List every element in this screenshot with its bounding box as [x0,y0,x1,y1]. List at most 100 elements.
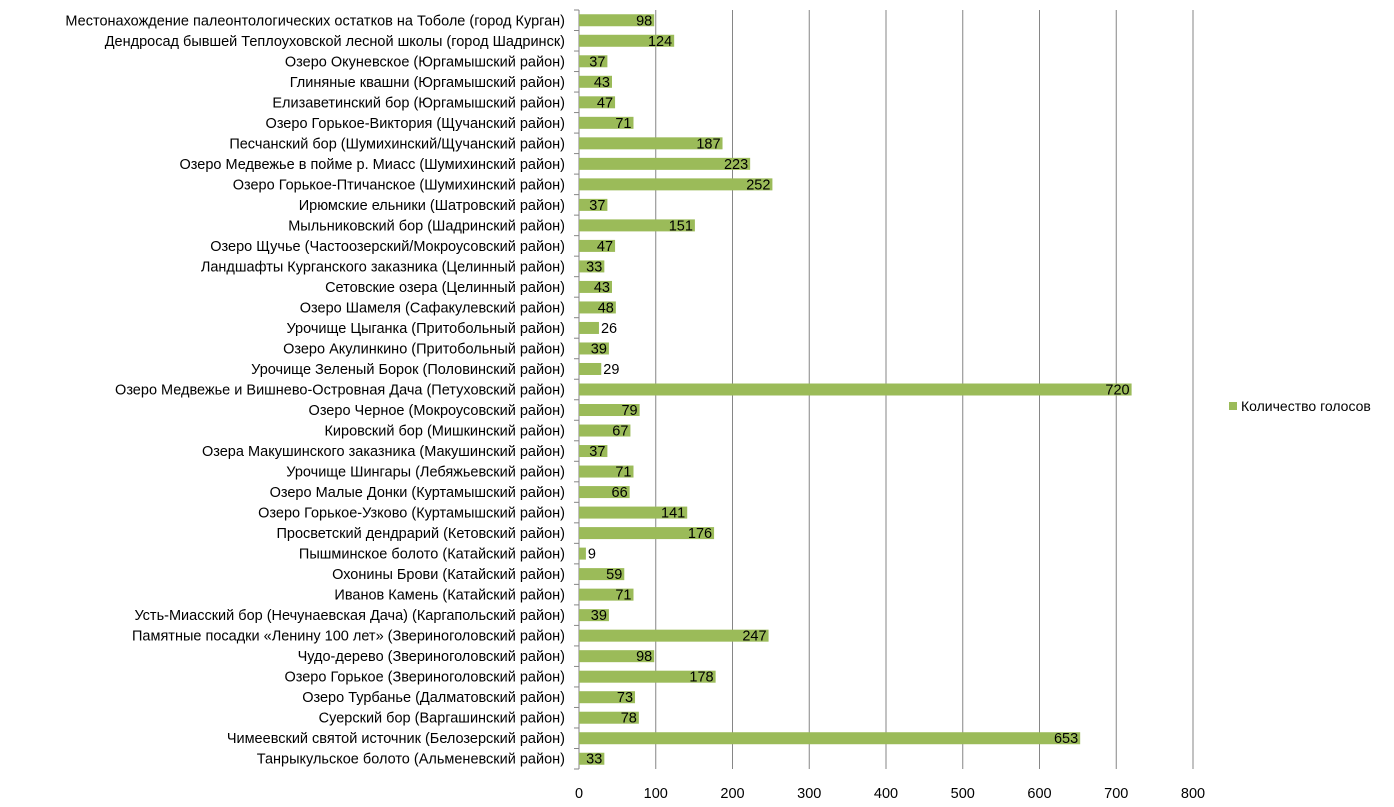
category-label: Озеро Шамеля (Сафакулевский район) [300,300,565,316]
bar [579,445,608,458]
legend: Количество голосов [1229,398,1371,414]
value-label: 247 [742,629,766,645]
legend-label: Количество голосов [1241,398,1371,414]
category-label: Просветский дендрарий (Кетовский район) [276,526,565,542]
bar [579,629,769,642]
bar [579,137,723,150]
category-label: Озеро Черное (Мокроусовский район) [309,403,565,419]
category-label: Суерский бор (Варгашинский район) [319,711,565,727]
value-label: 71 [615,465,631,481]
x-tick-label: 800 [1181,786,1205,802]
value-label: 33 [586,752,602,768]
value-label: 9 [588,547,596,563]
category-label: Озера Макушинского заказника (Макушински… [202,444,565,460]
value-label: 151 [669,218,693,234]
x-tick-label: 200 [720,786,744,802]
bar [579,691,636,704]
category-label: Озеро Горькое (Звериноголовский район) [284,670,565,686]
bar [579,547,586,560]
category-label: Охонины Брови (Катайский район) [332,567,565,583]
bar [579,280,613,293]
bar [579,588,634,601]
x-tick-label: 500 [951,786,975,802]
bar [579,670,716,683]
bar [579,527,715,540]
bar [579,157,751,170]
bar [579,424,631,437]
bar [579,321,599,334]
category-label: Елизаветинский бор (Юргамышский район) [272,95,565,111]
value-label: 39 [591,608,607,624]
bar [579,568,625,581]
value-label: 176 [688,526,712,542]
category-label: Урочище Цыганка (Притобольный район) [286,321,565,337]
value-label: 47 [597,239,613,255]
value-label: 98 [636,13,652,29]
category-label: Памятные посадки «Ленину 100 лет» (Звери… [132,629,565,645]
bar [579,116,634,129]
value-label: 33 [586,259,602,275]
category-label: Озеро Турбанье (Далматовский район) [302,690,565,706]
category-label: Озеро Медвежье и Вишнево-Островная Дача … [115,383,565,399]
x-axis-ticks: 0 100 200 300 400 500 600 700 800 [575,786,1205,802]
value-label: 720 [1105,383,1129,399]
value-label: 39 [591,341,607,357]
x-tick-label: 100 [644,786,668,802]
category-label: Озеро Медвежье в пойме р. Миасс (Шумихин… [179,157,565,173]
value-label: 71 [615,588,631,604]
value-label: 141 [661,506,685,522]
category-label: Ирюмские ельники (Шатровский район) [299,198,565,214]
bar [579,383,1132,396]
bar [579,239,616,252]
value-labels: 9812437434771187223252371514733434826392… [586,13,1129,767]
bars [579,14,1132,765]
value-label: 67 [612,424,628,440]
category-label: Озеро Малые Донки (Куртамышский район) [270,485,565,501]
category-labels: Местонахождение палеонтологических остат… [65,13,565,767]
category-label: Танрыкульское болото (Альменевский район… [257,752,565,768]
category-label: Мыльниковский бор (Шадринский район) [288,218,565,234]
bar [579,14,655,27]
bar [579,260,605,273]
value-label: 59 [606,567,622,583]
value-label: 252 [746,177,770,193]
category-label: Песчанский бор (Шумихинский/Щучанский ра… [229,136,565,152]
value-label: 37 [589,444,605,460]
value-label: 79 [621,403,637,419]
category-label: Дендросад бывшей Теплоуховской лесной шк… [105,34,565,50]
value-label: 178 [689,670,713,686]
x-tick-label: 600 [1027,786,1051,802]
bar [579,711,639,724]
bar [579,650,655,663]
bar [579,75,613,88]
category-label: Озеро Горькое-Виктория (Щучанский район) [266,116,565,132]
value-label: 66 [612,485,628,501]
category-label: Иванов Камень (Катайский район) [334,588,565,604]
bar [579,342,609,355]
value-label: 187 [696,136,720,152]
bar [579,96,616,109]
value-label: 26 [601,321,617,337]
value-label: 73 [617,690,633,706]
legend-swatch [1229,402,1237,410]
bar [579,362,602,375]
bar [579,465,634,478]
bar [579,506,688,519]
category-label: Пышминское болото (Катайский район) [299,547,565,563]
category-label: Озеро Щучье (Частоозерский/Мокроусовский… [210,239,565,255]
category-label: Озеро Горькое-Птичанское (Шумихинский ра… [233,177,565,193]
category-label: Ландшафты Курганского заказника (Целинны… [201,259,565,275]
category-label: Озеро Акулинкино (Притобольный район) [283,341,565,357]
bar [579,732,1081,745]
x-tick-label: 700 [1104,786,1128,802]
category-label: Урочище Зеленый Борок (Половинский район… [251,362,565,378]
value-label: 37 [589,54,605,70]
bar [579,219,695,232]
category-label: Озеро Окуневское (Юргамышский район) [285,54,565,70]
value-label: 78 [621,711,637,727]
value-label: 43 [594,75,610,91]
category-label: Озеро Горькое-Узково (Куртамышский район… [258,506,565,522]
category-label: Глиняные квашни (Юргамышский район) [290,75,565,91]
x-tick-label: 0 [575,786,583,802]
